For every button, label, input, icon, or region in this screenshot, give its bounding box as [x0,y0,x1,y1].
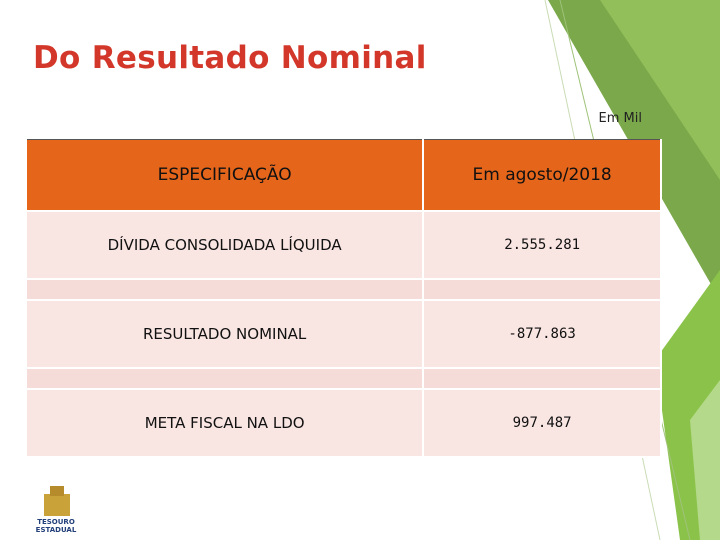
row: META FISCAL NA LDO 997.487 [24,388,662,458]
logo-text: TESOURO ESTADUAL [30,518,82,534]
unit-note: Em Mil [598,111,642,126]
table: ESPECIFICAÇÃO Em agosto/2018 DÍVIDA CONS… [24,139,662,458]
logo-line: TESOURO [37,518,75,526]
header-cell: ESPECIFICAÇÃO [24,139,425,211]
cell: 997.487 [422,388,662,458]
cell: META FISCAL NA LDO [24,388,425,458]
row: RESULTADO NOMINAL -877.863 [24,299,662,369]
row: DÍVIDA CONSOLIDADA LÍQUIDA 2.555.281 [24,210,662,280]
spacer-row [24,278,662,301]
cell: -877.863 [422,299,662,369]
logo-line: ESTADUAL [35,526,77,534]
cell: RESULTADO NOMINAL [24,299,425,369]
header-cell: Em agosto/2018 [422,139,662,211]
spacer-row [24,367,662,390]
slide-title: Do Resultado Nominal [33,40,427,76]
header-row: ESPECIFICAÇÃO Em agosto/2018 [24,139,662,211]
cell: 2.555.281 [422,210,662,280]
cell: DÍVIDA CONSOLIDADA LÍQUIDA [24,210,425,280]
